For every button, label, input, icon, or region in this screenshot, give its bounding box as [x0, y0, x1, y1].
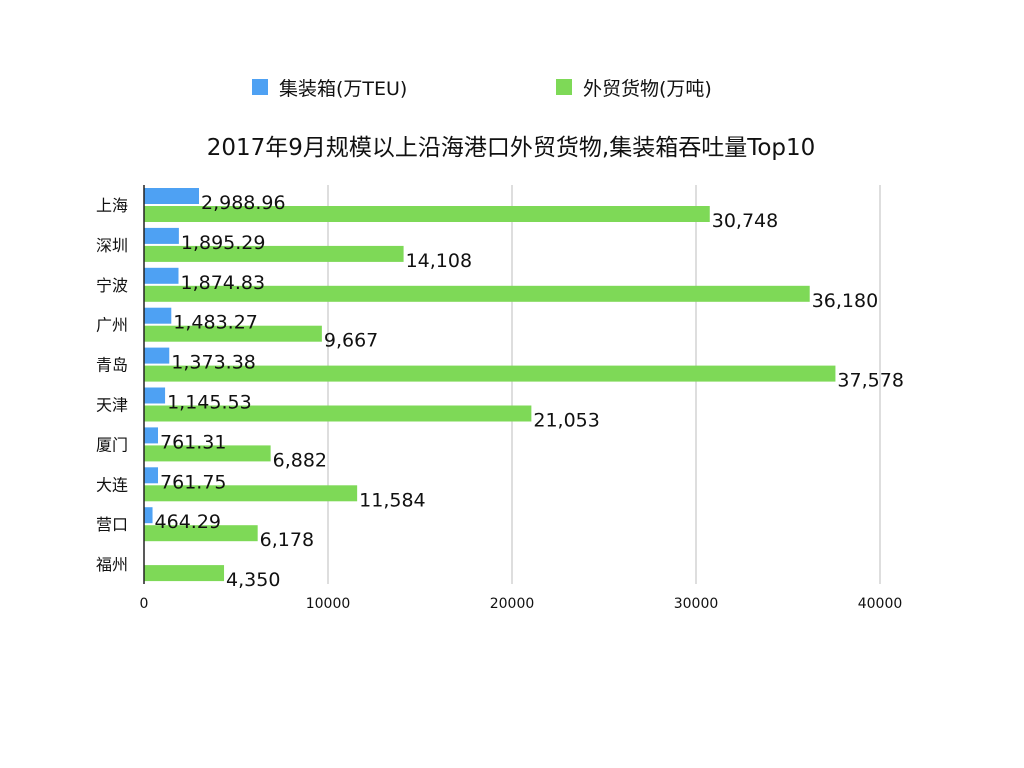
cargo-bar-3: [144, 325, 322, 342]
cargo-bar-9: [144, 565, 225, 582]
cargo-value-label-4: 37,578: [837, 370, 903, 392]
cargo-bar-5: [144, 405, 532, 422]
cargo-value-label-0: 30,748: [712, 210, 778, 232]
category-label-7: 大连: [96, 475, 128, 494]
category-label-5: 天津: [96, 395, 128, 414]
container-bar-0: [144, 188, 199, 204]
container-bar-3: [144, 307, 172, 324]
category-label-6: 厦门: [96, 435, 128, 454]
container-bar-8: [144, 507, 153, 524]
value-labels: 2,988.96 30,748 1,895.29 14,108 1,874.83 36,1…: [155, 192, 904, 591]
category-label-1: 深圳: [96, 236, 128, 255]
container-bar-4: [144, 347, 170, 364]
cargo-value-label-9: 4,350: [226, 569, 280, 591]
container-value-label-8: 464.29: [155, 511, 221, 533]
gridlines: [327, 185, 881, 584]
x-tick-label-0: 0: [140, 596, 149, 612]
category-label-2: 宁波: [96, 276, 128, 295]
x-tick-label-1: 10000: [306, 596, 351, 612]
category-label-0: 上海: [96, 196, 128, 215]
container-bar-5: [144, 387, 166, 404]
cargo-value-label-5: 21,053: [533, 410, 599, 432]
category-label-9: 福州: [96, 555, 128, 574]
container-value-label-5: 1,145.53: [167, 392, 252, 414]
x-tick-label-3: 30000: [674, 596, 719, 612]
container-bar-6: [144, 427, 159, 444]
legend-swatch-1: [556, 79, 572, 95]
container-bar-7: [144, 467, 159, 484]
cargo-bar-2: [144, 285, 810, 302]
cargo-value-label-3: 9,667: [324, 330, 378, 352]
cargo-value-label-6: 6,882: [273, 449, 327, 471]
container-value-label-2: 1,874.83: [180, 272, 265, 294]
cargo-value-label-7: 11,584: [359, 489, 425, 511]
container-value-label-6: 761.31: [160, 431, 226, 453]
legend: 集装箱(万TEU) 外贸货物(万吨): [252, 78, 712, 100]
container-value-label-0: 2,988.96: [201, 192, 286, 214]
container-bar-1: [144, 227, 179, 244]
cargo-bar-6: [144, 445, 271, 462]
container-value-label-4: 1,373.38: [171, 352, 256, 374]
container-value-label-7: 761.75: [160, 471, 226, 493]
x-tick-labels: 0 10000 20000 30000 40000: [140, 596, 903, 612]
cargo-value-label-8: 6,178: [260, 529, 314, 551]
category-label-4: 青岛: [96, 356, 128, 375]
cargo-bar-8: [144, 525, 258, 542]
legend-label-1: 外贸货物(万吨): [583, 78, 712, 100]
legend-swatch-0: [252, 79, 268, 95]
bars: [144, 188, 836, 582]
cargo-value-label-1: 14,108: [406, 250, 472, 272]
category-label-3: 广州: [96, 316, 128, 335]
cargo-bar-1: [144, 245, 404, 262]
container-value-label-3: 1,483.27: [173, 312, 258, 334]
cargo-value-label-2: 36,180: [812, 290, 878, 312]
cargo-bar-0: [144, 206, 710, 222]
container-bar-2: [144, 267, 179, 284]
container-value-label-1: 1,895.29: [181, 232, 266, 254]
cargo-bar-7: [144, 485, 358, 502]
x-tick-label-2: 20000: [490, 596, 535, 612]
chart-title: 2017年9月规模以上沿海港口外贸货物,集装箱吞吐量Top10: [207, 135, 816, 161]
cargo-bar-4: [144, 365, 836, 382]
legend-label-0: 集装箱(万TEU): [279, 78, 407, 100]
x-tick-label-4: 40000: [858, 596, 903, 612]
category-label-8: 营口: [96, 515, 128, 534]
